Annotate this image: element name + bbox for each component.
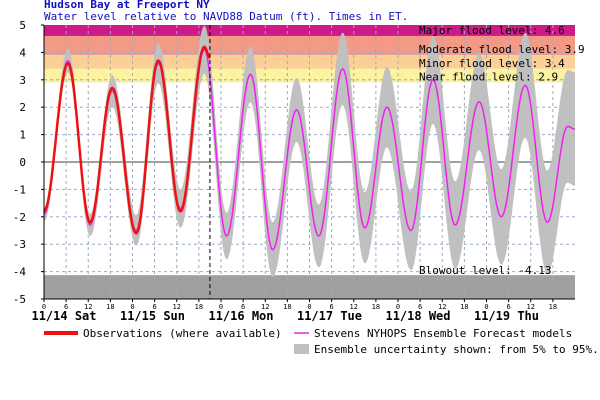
hour-tick-label: 6 — [507, 303, 511, 311]
day-label: 11/15 Sun — [120, 309, 185, 323]
observations-line — [43, 45, 211, 235]
chart-subtitle: Water level relative to NAVD88 Datum (ft… — [44, 10, 408, 23]
legend-uncertainty-swatch — [294, 344, 309, 354]
legend-uncertainty-label: Ensemble uncertainty shown: from 5% to 9… — [314, 343, 599, 356]
day-label: 11/18 Wed — [385, 309, 450, 323]
hour-tick-label: 18 — [283, 303, 291, 311]
day-label: 11/17 Tue — [297, 309, 362, 323]
blowout-band — [44, 275, 575, 299]
hour-tick-label: 12 — [261, 303, 269, 311]
day-label: 11/19 Thu — [474, 309, 539, 323]
y-tick-label: 1 — [19, 129, 26, 142]
hour-tick-label: 6 — [64, 303, 68, 311]
hour-tick-label: 0 — [130, 303, 134, 311]
hour-tick-label: 18 — [460, 303, 468, 311]
band-labels: Major flood level: 4.6 Moderate flood lev… — [419, 24, 585, 277]
hour-tick-label: 18 — [372, 303, 380, 311]
blowout-level-label: Blowout level: -4.13 — [419, 264, 551, 277]
hour-tick-label: 18 — [195, 303, 203, 311]
hour-tick-label: 0 — [396, 303, 400, 311]
flood-band-0 — [44, 25, 575, 36]
hour-tick-label: 12 — [84, 303, 92, 311]
hour-tick-label: 6 — [153, 303, 157, 311]
day-label: 11/14 Sat — [31, 309, 96, 323]
y-tick-label: -2 — [13, 211, 26, 224]
hour-tick-label: 0 — [42, 303, 46, 311]
legend: Observations (where available) Stevens N… — [44, 327, 599, 356]
hour-tick-label: 6 — [330, 303, 334, 311]
hour-tick-label: 0 — [484, 303, 488, 311]
axes: 5 4 3 2 1 0 -1 -2 -3 -4 -5 0 6 12 18 0 6 12 18 0 6 12 18 0 6 12 18… — [13, 19, 575, 323]
hour-tick-label: 0 — [219, 303, 223, 311]
legend-forecast-label: Stevens NYHOPS Ensemble Forecast models — [314, 327, 572, 340]
y-tick-label: -1 — [13, 183, 26, 196]
hour-tick-label: 18 — [106, 303, 114, 311]
y-tick-label: 4 — [19, 46, 26, 59]
flood-level-label: Minor flood level: 3.4 — [419, 57, 565, 70]
hour-tick-label: 6 — [241, 303, 245, 311]
y-tick-label: -3 — [13, 238, 26, 251]
legend-observations-label: Observations (where available) — [83, 327, 282, 340]
hour-tick-label: 0 — [307, 303, 311, 311]
y-tick-label: 2 — [19, 101, 26, 114]
day-label: 11/16 Mon — [208, 309, 273, 323]
y-tick-label: -5 — [13, 293, 26, 306]
y-tick-label: 5 — [19, 19, 26, 32]
flood-level-label: Moderate flood level: 3.9 — [419, 43, 585, 56]
hour-tick-label: 12 — [350, 303, 358, 311]
hour-tick-label: 12 — [527, 303, 535, 311]
flood-level-label: Near flood level: 2.9 — [419, 71, 558, 84]
series-layer — [43, 25, 576, 299]
hour-tick-label: 12 — [438, 303, 446, 311]
hour-tick-label: 12 — [173, 303, 181, 311]
hour-tick-label: 18 — [549, 303, 557, 311]
chart-title: Hudson Bay at Freeport NY — [44, 0, 210, 11]
uncertainty-band — [44, 25, 575, 277]
y-tick-label: 0 — [19, 156, 26, 169]
flood-level-label: Major flood level: 4.6 — [419, 24, 565, 37]
hour-tick-label: 6 — [418, 303, 422, 311]
y-tick-label: 3 — [19, 74, 26, 87]
y-tick-label: -4 — [13, 266, 27, 279]
